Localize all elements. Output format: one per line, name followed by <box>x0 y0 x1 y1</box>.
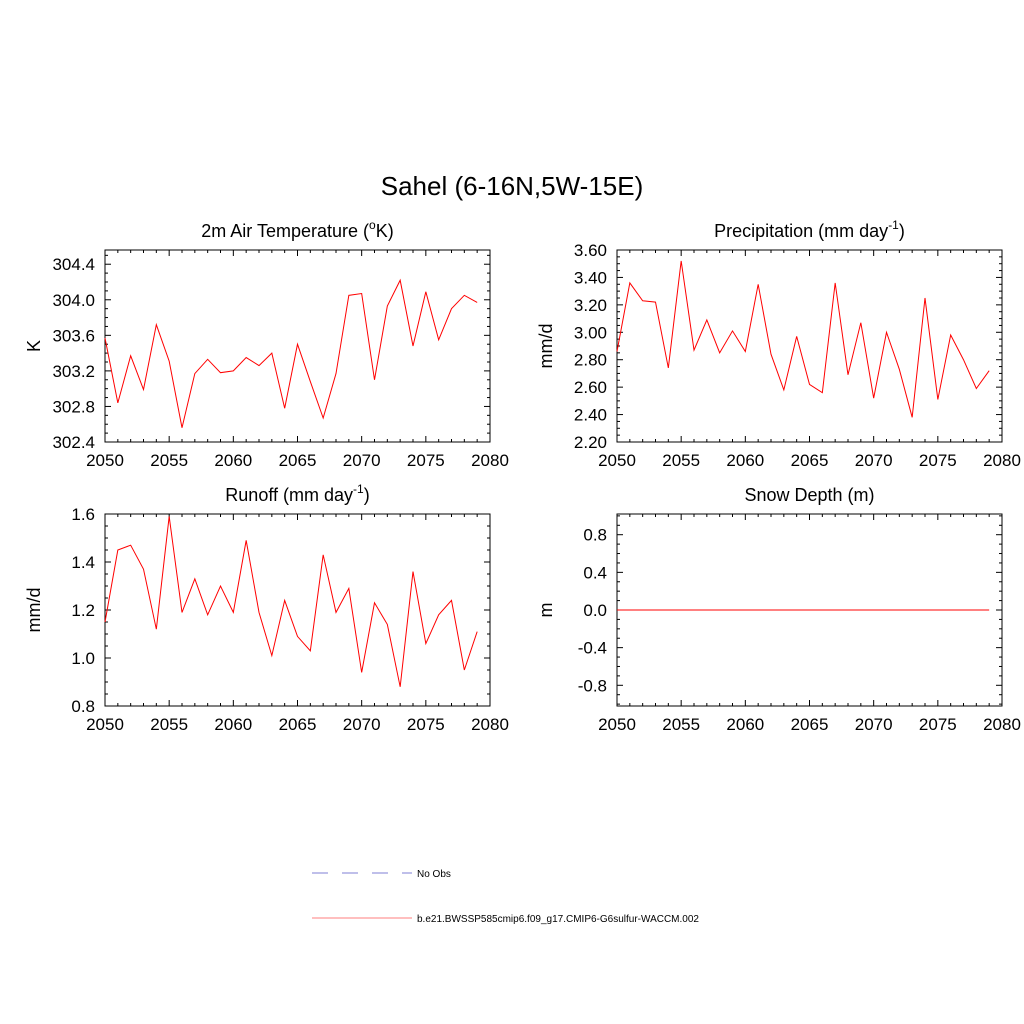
x-tick-label: 2060 <box>726 451 764 470</box>
y-tick-label: -0.4 <box>578 639 607 658</box>
y-tick-label: -0.8 <box>578 676 607 695</box>
x-tick-label: 2050 <box>598 451 636 470</box>
y-tick-label: 304.0 <box>52 291 95 310</box>
y-axis-label: mm/d <box>536 324 556 369</box>
y-tick-label: 2.40 <box>574 406 607 425</box>
y-tick-label: 1.0 <box>71 649 95 668</box>
panel-2: Precipitation (mm day-1) mm/d 2050 2055 2060… <box>536 218 1021 470</box>
y-tick-label: 0.8 <box>583 526 607 545</box>
y-axis-label: m <box>536 603 556 618</box>
x-tick-label: 2050 <box>86 715 124 734</box>
x-tick-label: 2065 <box>279 451 317 470</box>
panel-title: 2m Air Temperature (oK) <box>201 218 393 241</box>
figure-title: Sahel (6-16N,5W-15E) <box>381 171 644 201</box>
y-tick-label: 302.8 <box>52 397 95 416</box>
x-tick-label: 2055 <box>662 451 700 470</box>
y-tick-label: 0.0 <box>583 601 607 620</box>
series-line <box>104 516 478 687</box>
panel-title: Runoff (mm day-1) <box>225 482 369 505</box>
x-tick-label: 2080 <box>983 715 1021 734</box>
y-tick-label: 1.2 <box>71 601 95 620</box>
x-tick-label: 2055 <box>150 715 188 734</box>
x-tick-label: 2055 <box>150 451 188 470</box>
y-tick-label: 1.4 <box>71 553 95 572</box>
panel-title-text: Runoff (mm day <box>225 485 353 505</box>
panel-title-text: Precipitation (mm day <box>714 221 888 241</box>
panels: 2m Air Temperature (oK) K 2050 2055 2060 2065… <box>24 218 1021 734</box>
x-tick-label: 2055 <box>662 715 700 734</box>
panel-title-text: 2m Air Temperature ( <box>201 221 369 241</box>
y-tick-label: 2.20 <box>574 433 607 452</box>
y-tick-label: 303.2 <box>52 362 95 381</box>
panel-title-superscript: o <box>369 218 376 232</box>
legend-label: b.e21.BWSSP585cmip6.f09_g17.CMIP6-G6sulf… <box>417 914 699 925</box>
x-tick-label: 2080 <box>471 715 509 734</box>
plot-frame <box>616 249 1003 443</box>
x-tick-label: 2070 <box>343 715 381 734</box>
series-line <box>104 278 478 428</box>
panel-title: Snow Depth (m) <box>744 485 874 505</box>
y-axis-label: mm/d <box>24 588 44 633</box>
y-tick-label: 302.4 <box>52 433 95 452</box>
panel-title-tail: ) <box>899 221 905 241</box>
x-tick-label: 2050 <box>86 451 124 470</box>
x-tick-label: 2075 <box>407 715 445 734</box>
x-tick-label: 2075 <box>919 451 957 470</box>
panel-4: Snow Depth (m) m 2050 2055 2060 2065 2070 2075 2… <box>536 485 1021 734</box>
legend: No Obs b.e21.BWSSP585cmip6.f09_g17.CMIP6-… <box>312 869 699 925</box>
y-tick-label: 2.80 <box>574 351 607 370</box>
legend-label: No Obs <box>417 869 451 880</box>
x-tick-label: 2070 <box>855 451 893 470</box>
panel-title-superscript: -1 <box>888 218 899 232</box>
panel-1: 2m Air Temperature (oK) K 2050 2055 2060 2065… <box>24 218 509 470</box>
panel-3: Runoff (mm day-1) mm/d 2050 2055 2060 2065 207… <box>24 482 509 734</box>
panel-title-tail: K) <box>376 221 394 241</box>
panel-title-tail: ) <box>364 485 370 505</box>
panel-title-superscript: -1 <box>353 482 364 496</box>
x-tick-label: 2080 <box>471 451 509 470</box>
panel-title-text: Snow Depth (m) <box>744 485 874 505</box>
y-tick-label: 1.6 <box>71 505 95 524</box>
x-tick-label: 2075 <box>407 451 445 470</box>
series-line <box>616 260 990 418</box>
x-tick-label: 2065 <box>791 715 829 734</box>
x-tick-label: 2080 <box>983 451 1021 470</box>
y-tick-label: 3.20 <box>574 296 607 315</box>
x-tick-label: 2065 <box>279 715 317 734</box>
y-tick-label: 0.4 <box>583 563 607 582</box>
x-tick-label: 2070 <box>343 451 381 470</box>
y-tick-label: 0.8 <box>71 697 95 716</box>
panel-title: Precipitation (mm day-1) <box>714 218 905 241</box>
plot-frame <box>104 513 491 707</box>
x-tick-label: 2065 <box>791 451 829 470</box>
x-tick-label: 2060 <box>726 715 764 734</box>
x-tick-label: 2070 <box>855 715 893 734</box>
y-tick-label: 303.6 <box>52 326 95 345</box>
y-tick-label: 2.60 <box>574 378 607 397</box>
x-tick-label: 2060 <box>214 715 252 734</box>
x-tick-label: 2075 <box>919 715 957 734</box>
x-tick-label: 2050 <box>598 715 636 734</box>
y-tick-label: 3.40 <box>574 268 607 287</box>
y-tick-label: 3.00 <box>574 323 607 342</box>
x-tick-label: 2060 <box>214 451 252 470</box>
y-axis-label: K <box>24 340 44 352</box>
y-tick-label: 304.4 <box>52 255 95 274</box>
y-tick-label: 3.60 <box>574 241 607 260</box>
